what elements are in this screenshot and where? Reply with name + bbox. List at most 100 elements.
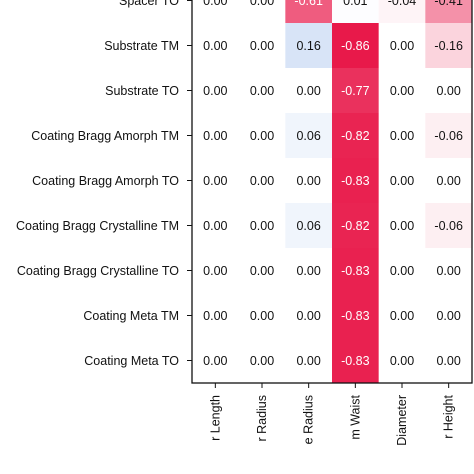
cell-value-label: 0.00 (250, 84, 274, 98)
cell-value-label: 0.00 (250, 129, 274, 143)
cell-value-label: 0.06 (296, 219, 320, 233)
cell-value-label: -0.82 (341, 129, 370, 143)
cell-value-label: -0.83 (341, 354, 370, 368)
cell-value-label: 0.00 (203, 309, 227, 323)
row-label: Coating Bragg Crystalline TM (16, 219, 179, 233)
cell-value-label: 0.00 (203, 264, 227, 278)
cell-value-label: 0.00 (390, 84, 414, 98)
heatmap-cell (332, 23, 380, 69)
cell-value-label: 0.00 (390, 174, 414, 188)
cell-value-label: 0.00 (390, 129, 414, 143)
cell-value-label: -0.86 (341, 39, 370, 53)
cell-value-label: 0.00 (250, 0, 274, 8)
heatmap-cell (238, 203, 286, 249)
row-label: Coating Bragg Crystalline TO (17, 264, 179, 278)
heatmap-cell (285, 0, 333, 24)
heatmap-cell (192, 248, 240, 294)
column-label: r Radius (255, 395, 269, 442)
cell-value-label: -0.16 (434, 39, 463, 53)
heatmap-cell (425, 23, 473, 69)
row-label: Coating Meta TO (84, 354, 179, 368)
cell-value-label: -0.06 (434, 219, 463, 233)
heatmap-cell (192, 23, 240, 69)
cell-value-label: 0.00 (296, 354, 320, 368)
row-label: Coating Bragg Amorph TO (32, 174, 179, 188)
heatmap-cell (285, 203, 333, 249)
cell-value-label: 0.00 (203, 39, 227, 53)
heatmap-cell (378, 158, 426, 204)
cell-value-label: 0.00 (203, 0, 227, 8)
heatmap-cell (378, 0, 426, 24)
cell-value-label: 0.01 (343, 0, 367, 8)
cell-value-label: 0.00 (436, 174, 460, 188)
cell-value-label: 0.00 (436, 309, 460, 323)
cell-value-label: -0.04 (388, 0, 417, 8)
heatmap-cell (238, 113, 286, 159)
row-label: Coating Meta TM (83, 309, 179, 323)
heatmap-cell (425, 113, 473, 159)
plot-frame (191, 0, 473, 384)
row-label: Coating Bragg Amorph TM (31, 129, 179, 143)
heatmap-cell (238, 293, 286, 339)
cell-value-label: -0.06 (434, 129, 463, 143)
cell-value-label: 0.16 (296, 39, 320, 53)
heatmap-cell (332, 338, 380, 384)
heatmap-cell (378, 23, 426, 69)
heatmap-cell (425, 248, 473, 294)
heatmap-cell (285, 113, 333, 159)
heatmap-cell (238, 0, 286, 24)
cell-value-label: -0.82 (341, 219, 370, 233)
cell-value-label: 0.00 (296, 264, 320, 278)
row-label: Spacer TO (119, 0, 179, 8)
heatmap-cell (332, 0, 380, 24)
cell-value-label: 0.00 (203, 84, 227, 98)
cell-value-label: 0.00 (390, 39, 414, 53)
heatmap-cell (285, 68, 333, 114)
heatmap-cell (332, 293, 380, 339)
heatmap-cell (285, 293, 333, 339)
heatmap-cell (378, 293, 426, 339)
heatmap-cell (285, 23, 333, 69)
cell-value-label: -0.61 (294, 0, 323, 8)
cell-value-label: 0.00 (390, 309, 414, 323)
heatmap-cell (192, 0, 240, 24)
column-label: m Waist (348, 394, 362, 439)
heatmap-cell (192, 203, 240, 249)
cell-value-label: 0.00 (250, 354, 274, 368)
heatmap-cell (192, 113, 240, 159)
heatmap-cells: 0.00 0.00 -0.61 0.01 -0.04 -0.41 0.00 0.00 0.16 -… (192, 0, 473, 384)
heatmap-cell (425, 68, 473, 114)
cell-value-label: -0.83 (341, 309, 370, 323)
cell-value-label: 0.00 (250, 219, 274, 233)
heatmap-cell (332, 203, 380, 249)
cell-value-label: 0.00 (436, 264, 460, 278)
cell-value-label: 0.00 (203, 174, 227, 188)
heatmap-cell (332, 68, 380, 114)
cell-value-label: 0.00 (296, 174, 320, 188)
heatmap-cell (238, 248, 286, 294)
row-labels: Spacer TO Substrate TM Substrate TO Coating… (16, 0, 192, 368)
heatmap-cell (425, 203, 473, 249)
heatmap-cell (425, 293, 473, 339)
cell-value-label: 0.00 (390, 264, 414, 278)
heatmap-cell (285, 338, 333, 384)
heatmap-cell (285, 158, 333, 204)
cell-value-label: 0.00 (436, 84, 460, 98)
heatmap-cell (378, 248, 426, 294)
cell-value-label: 0.00 (390, 219, 414, 233)
cell-value-label: 0.00 (203, 129, 227, 143)
heatmap-cell (192, 338, 240, 384)
heatmap-cell (332, 113, 380, 159)
cell-value-label: 0.00 (390, 354, 414, 368)
cell-value-label: 0.00 (250, 264, 274, 278)
heatmap-cell (238, 158, 286, 204)
heatmap-cell (378, 203, 426, 249)
heatmap-cell (332, 158, 380, 204)
cell-value-label: 0.06 (296, 129, 320, 143)
cell-value-label: 0.00 (250, 309, 274, 323)
row-label: Substrate TM (104, 39, 179, 53)
heatmap-cell (378, 68, 426, 114)
cell-value-label: 0.00 (296, 84, 320, 98)
column-label: r Length (208, 395, 222, 441)
